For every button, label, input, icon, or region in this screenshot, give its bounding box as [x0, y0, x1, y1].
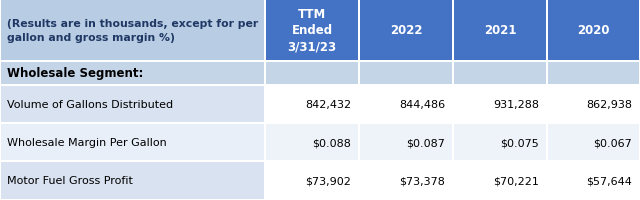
- Bar: [548, 124, 639, 160]
- Text: 931,288: 931,288: [493, 100, 539, 109]
- Bar: [1, 1, 264, 61]
- Bar: [454, 162, 547, 199]
- Bar: [360, 162, 452, 199]
- Text: 844,486: 844,486: [399, 100, 445, 109]
- Bar: [548, 1, 639, 61]
- Text: $0.088: $0.088: [312, 137, 351, 147]
- Bar: [454, 62, 547, 85]
- Bar: [454, 1, 547, 61]
- Bar: [266, 1, 358, 61]
- Text: Wholesale Segment:: Wholesale Segment:: [7, 67, 143, 80]
- Bar: [266, 62, 358, 85]
- Bar: [266, 124, 358, 160]
- Text: $70,221: $70,221: [493, 176, 539, 186]
- Text: TTM
Ended
3/31/23: TTM Ended 3/31/23: [287, 8, 337, 54]
- Text: Wholesale Margin Per Gallon: Wholesale Margin Per Gallon: [7, 137, 167, 147]
- Bar: [1, 162, 264, 199]
- Text: $73,378: $73,378: [399, 176, 445, 186]
- Bar: [548, 86, 639, 123]
- Bar: [1, 124, 264, 160]
- Bar: [1, 86, 264, 123]
- Bar: [360, 1, 452, 61]
- Bar: [266, 162, 358, 199]
- Bar: [548, 162, 639, 199]
- Text: 862,938: 862,938: [586, 100, 632, 109]
- Text: 2020: 2020: [577, 24, 610, 37]
- Bar: [454, 86, 547, 123]
- Text: Motor Fuel Gross Profit: Motor Fuel Gross Profit: [7, 176, 133, 186]
- Text: $57,644: $57,644: [586, 176, 632, 186]
- Bar: [360, 124, 452, 160]
- Text: 2021: 2021: [484, 24, 516, 37]
- Bar: [454, 124, 547, 160]
- Bar: [360, 62, 452, 85]
- Bar: [266, 86, 358, 123]
- Text: Volume of Gallons Distributed: Volume of Gallons Distributed: [7, 100, 173, 109]
- Bar: [1, 62, 264, 85]
- Bar: [360, 86, 452, 123]
- Text: 2022: 2022: [390, 24, 422, 37]
- Text: $0.075: $0.075: [500, 137, 539, 147]
- Text: 842,432: 842,432: [305, 100, 351, 109]
- Text: $73,902: $73,902: [305, 176, 351, 186]
- Text: $0.067: $0.067: [593, 137, 632, 147]
- Text: (Results are in thousands, except for per
gallon and gross margin %): (Results are in thousands, except for pe…: [7, 19, 259, 42]
- Bar: [548, 62, 639, 85]
- Text: $0.087: $0.087: [406, 137, 445, 147]
